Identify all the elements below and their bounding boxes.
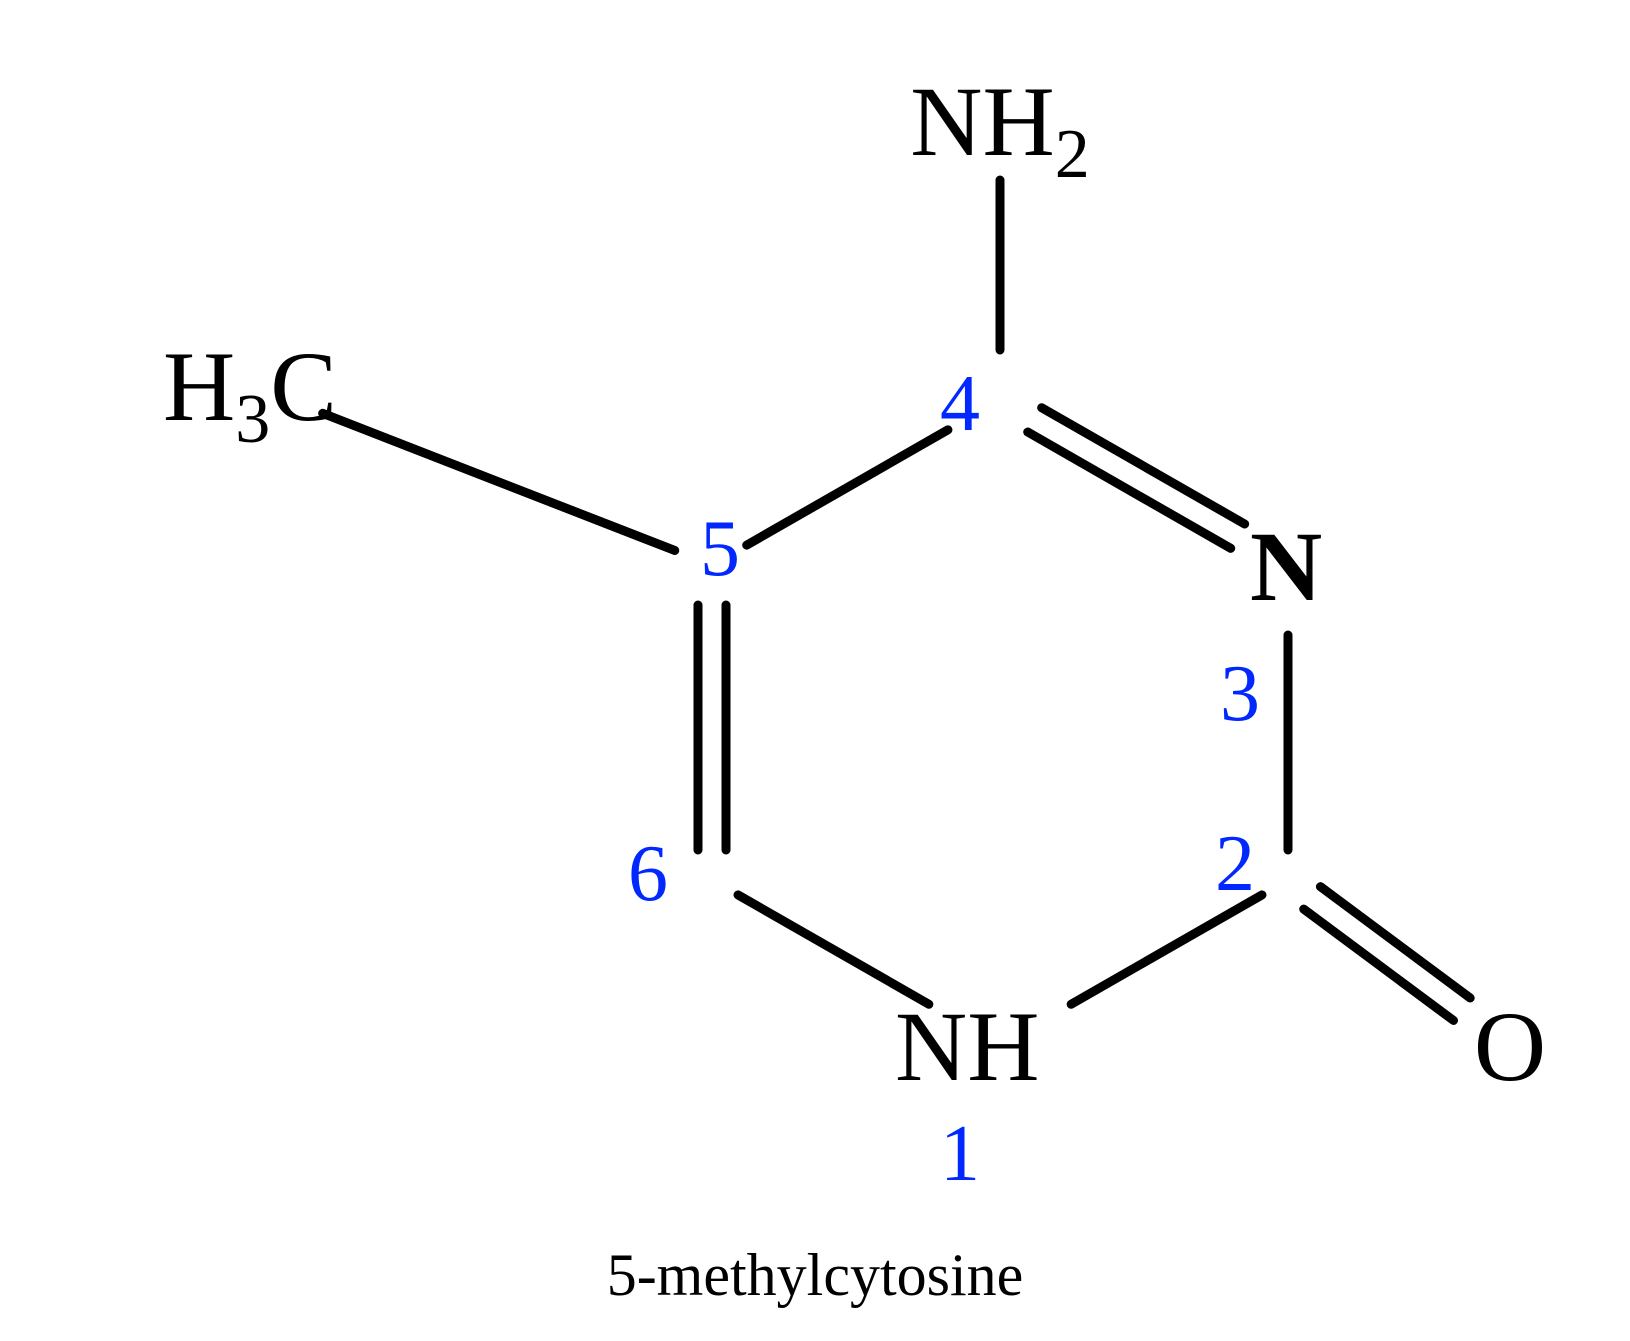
atoms-layer: NH2 H3C N NH O <box>163 66 1546 1102</box>
locant-5: 5 <box>700 505 740 593</box>
figure-caption: 5-methylcytosine <box>607 1242 1024 1308</box>
molecule-diagram: NH2 H3C N NH O 1 2 3 4 5 6 5-methylcytosine <box>0 0 1630 1341</box>
atom-O: O <box>1474 991 1546 1102</box>
locant-6: 6 <box>628 830 668 918</box>
locant-2: 2 <box>1215 820 1255 908</box>
atom-NH2: NH2 <box>910 66 1089 193</box>
locant-4: 4 <box>940 360 980 448</box>
locant-1: 1 <box>940 1110 980 1198</box>
atom-H3C: H3C <box>163 331 337 458</box>
locant-3: 3 <box>1220 650 1260 738</box>
atom-N3: N <box>1250 511 1322 622</box>
atom-NH1: NH <box>895 991 1039 1102</box>
